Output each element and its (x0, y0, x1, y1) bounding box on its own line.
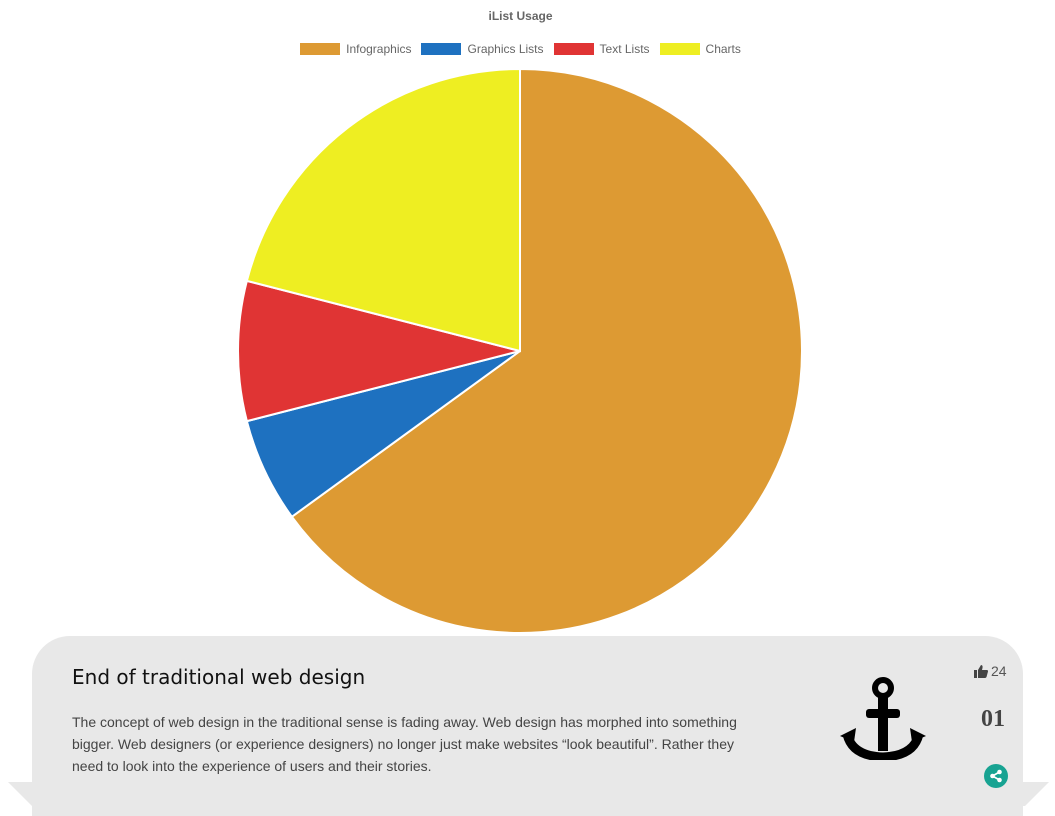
pie-chart (237, 67, 803, 634)
chart-legend: Infographics Graphics Lists Text Lists Char… (0, 42, 1041, 56)
legend-label: Infographics (346, 42, 412, 56)
card-number: 01 (981, 706, 1005, 732)
pie-slice-text-lists[interactable] (237, 279, 521, 423)
like-button[interactable]: 24 (974, 663, 1007, 679)
share-icon (990, 769, 1002, 783)
anchor-icon (840, 677, 926, 760)
share-button[interactable] (984, 764, 1008, 788)
legend-label: Charts (705, 42, 741, 56)
legend-swatch (553, 43, 594, 55)
legend-swatch (421, 43, 462, 55)
legend-item-infographics[interactable]: Infographics (300, 42, 411, 56)
pie-slice-infographics[interactable] (290, 67, 803, 634)
legend-item-text-lists[interactable]: Text Lists (553, 42, 650, 56)
legend-item-charts[interactable]: Charts (659, 42, 741, 56)
card-description: The concept of web design in the traditi… (72, 714, 737, 774)
legend-swatch (300, 43, 341, 55)
like-count: 24 (991, 663, 1007, 679)
article-card (32, 636, 1023, 816)
legend-label: Graphics Lists (467, 42, 544, 56)
pie-slice-charts[interactable] (245, 67, 521, 353)
legend-swatch (659, 43, 700, 55)
chart-title: iList Usage (488, 9, 553, 23)
thumbs-up-icon (974, 664, 988, 678)
card-title[interactable]: End of traditional web design (72, 665, 366, 689)
legend-item-graphics-lists[interactable]: Graphics Lists (421, 42, 544, 56)
legend-label: Text Lists (599, 42, 650, 56)
